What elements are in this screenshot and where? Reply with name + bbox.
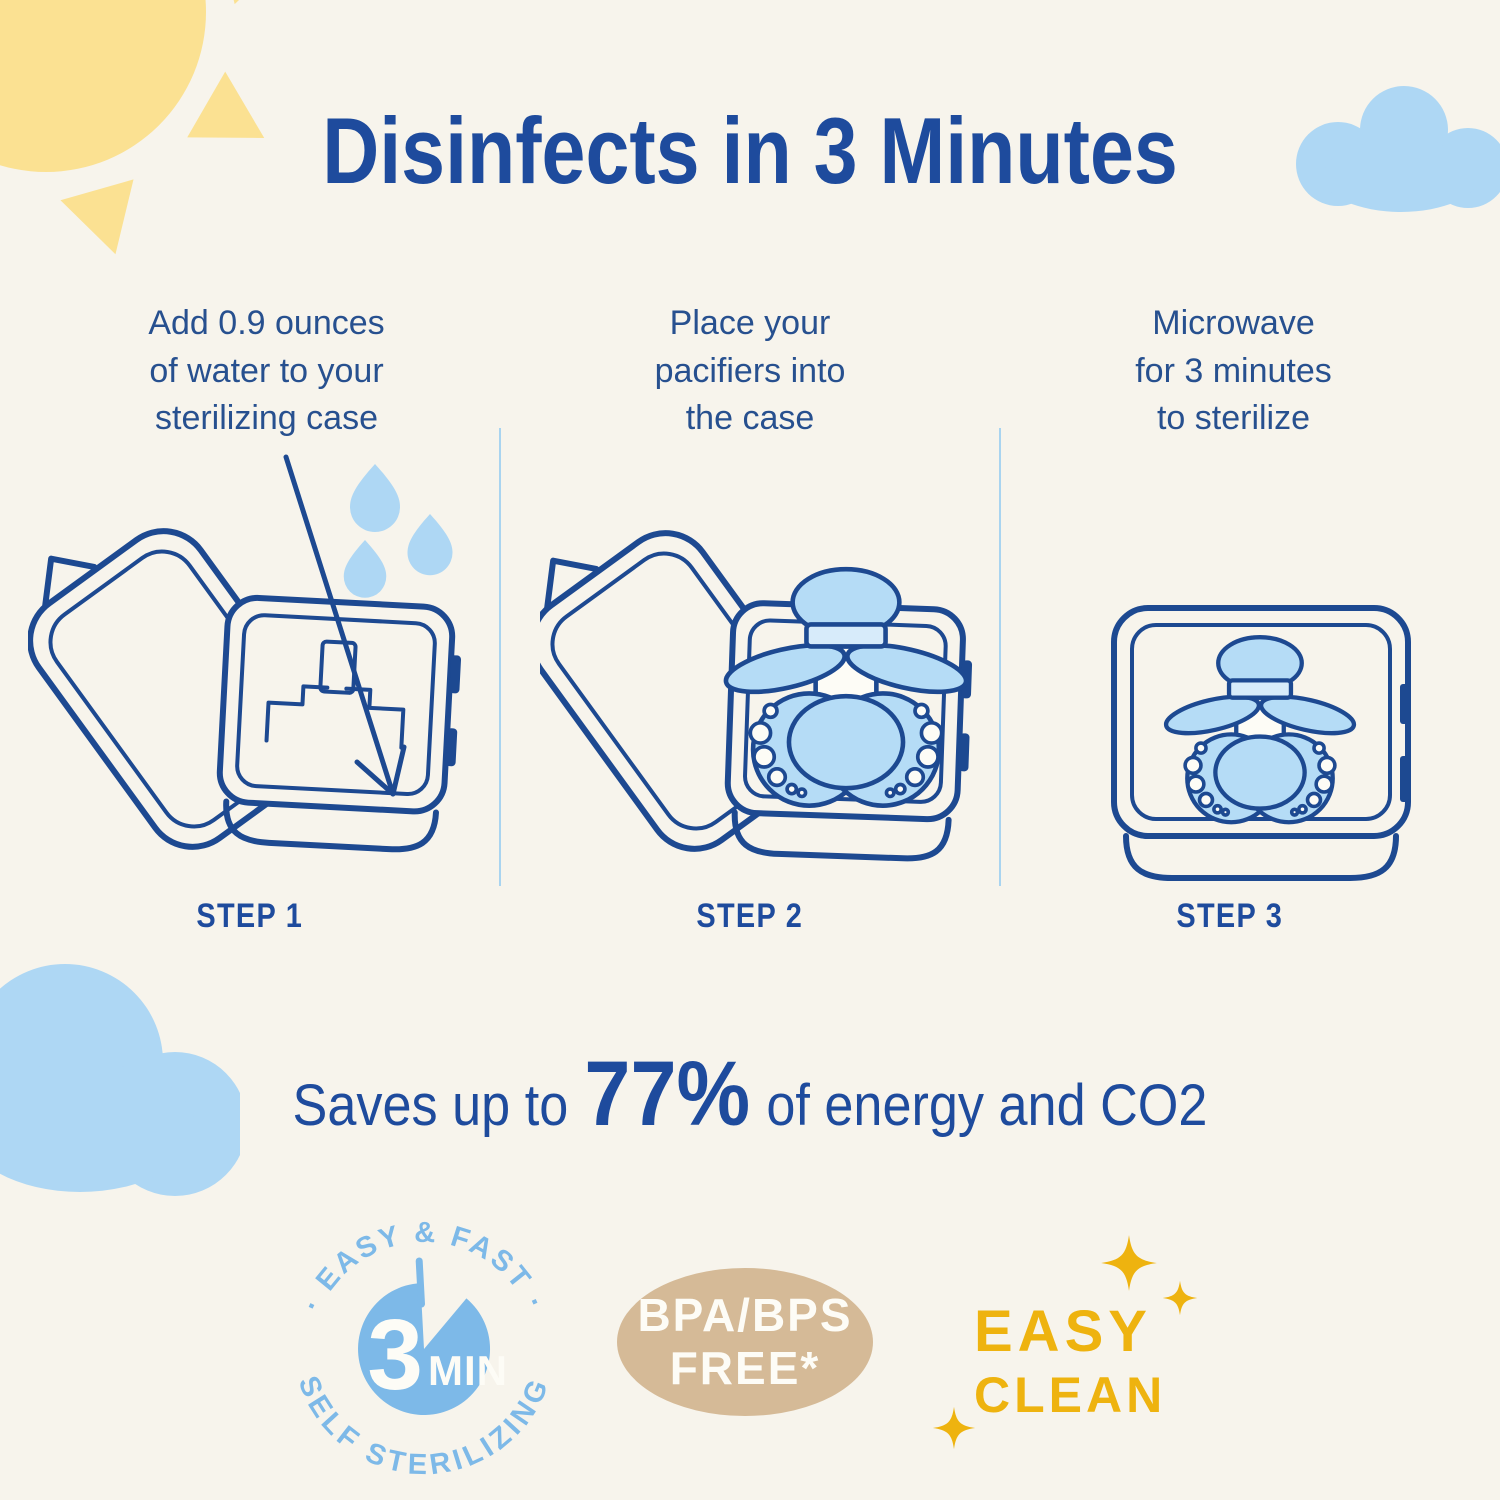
step3-line3: to sterilize xyxy=(1156,399,1311,438)
step1-line1: Add 0.9 ounces xyxy=(148,304,385,342)
sparkle-icon xyxy=(932,1406,976,1450)
step3-label: STEP 3 xyxy=(1176,897,1284,935)
claim-suffix: of energy and CO2 xyxy=(766,1073,1208,1138)
step1-line3: sterilizing case xyxy=(155,399,378,438)
column-divider xyxy=(499,428,501,886)
step2-line2: pacifiers into xyxy=(654,351,846,390)
bpa-line2: FREE* xyxy=(669,1342,821,1394)
timer-pie-icon xyxy=(358,1257,491,1416)
easy-clean-line2: CLEAN xyxy=(974,1367,1167,1423)
sparkle-icon xyxy=(1162,1280,1198,1316)
sun-icon xyxy=(0,0,286,255)
step3-description: Microwave for 3 minutes to sterilize xyxy=(1000,300,1467,443)
step1-description: Add 0.9 ounces of water to your steriliz… xyxy=(33,300,500,443)
step2-line1: Place your xyxy=(669,304,831,342)
timer-number: 3 xyxy=(367,1299,423,1411)
step1-label: STEP 1 xyxy=(196,897,304,935)
timer-unit: MIN xyxy=(428,1347,508,1394)
step2-label: STEP 2 xyxy=(696,897,804,935)
timer-badge: · EASY & FAST · SELF STERILIZING 3 MIN xyxy=(292,1217,552,1482)
pacifier-icon xyxy=(1163,635,1357,825)
easy-clean-line1: EASY xyxy=(974,1299,1152,1364)
step2-case-pacifier-illustration xyxy=(540,530,973,862)
column-divider xyxy=(999,428,1001,886)
cloud-icon xyxy=(0,964,240,1196)
bpa-line1: BPA/BPS xyxy=(637,1289,853,1342)
sparkle-icon xyxy=(1101,1235,1157,1291)
energy-claim: Saves up to 77% of energy and CO2 xyxy=(75,1042,1425,1147)
step1-line2: of water to your xyxy=(149,351,384,390)
page-title: Disinfects in 3 Minutes xyxy=(322,98,1178,203)
step1-open-case-illustration xyxy=(28,454,462,853)
claim-prefix: Saves up to xyxy=(292,1073,569,1138)
step2-description: Place your pacifiers into the case xyxy=(500,300,1000,443)
cloud-icon xyxy=(1296,86,1500,212)
bpa-free-badge: BPA/BPS FREE* xyxy=(617,1268,873,1416)
easy-clean-badge: EASY CLEAN xyxy=(930,1232,1230,1462)
claim-highlight: 77% xyxy=(584,1043,751,1145)
step3-line1: Microwave xyxy=(1152,304,1315,342)
step2-line3: the case xyxy=(685,399,815,438)
step3-line2: for 3 minutes xyxy=(1135,351,1332,390)
pacifier-icon xyxy=(723,566,969,808)
step3-closed-case-illustration xyxy=(1111,605,1411,881)
water-drops-icon xyxy=(343,464,453,598)
arrow-down-icon xyxy=(283,454,407,797)
